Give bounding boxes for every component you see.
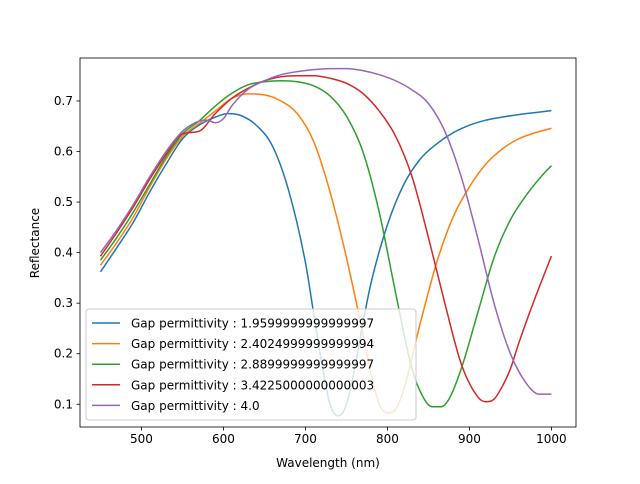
y-tick-label: 0.7 <box>54 94 73 108</box>
legend-label-5: Gap permittivity : 4.0 <box>131 399 260 413</box>
legend-label-4: Gap permittivity : 3.4225000000000003 <box>131 378 374 392</box>
legend-label-1: Gap permittivity : 1.9599999999999997 <box>131 317 374 331</box>
series-line-2 <box>99 93 552 414</box>
y-tick-label: 0.1 <box>54 397 73 411</box>
legend-label-2: Gap permittivity : 2.4024999999999994 <box>131 337 374 351</box>
x-tick-label: 1000 <box>536 432 567 446</box>
series-line-4 <box>99 74 553 403</box>
x-tick-label: 600 <box>212 432 235 446</box>
plot-frame <box>79 57 577 428</box>
x-tick-label: 800 <box>376 432 399 446</box>
y-tick-label: 0.3 <box>54 296 73 310</box>
x-axis: 500 600 700 800 900 1000 <box>130 427 567 446</box>
legend-label-3: Gap permittivity : 2.8899999999999997 <box>131 358 374 372</box>
x-tick-label: 900 <box>458 432 481 446</box>
x-axis-label: Wavelength (nm) <box>276 456 380 470</box>
x-tick-label: 700 <box>294 432 317 446</box>
y-tick-label: 0.2 <box>54 347 73 361</box>
y-tick-label: 0.5 <box>54 195 73 209</box>
series-lines <box>99 67 553 417</box>
y-axis-label: Reflectance <box>28 208 42 278</box>
y-tick-label: 0.4 <box>54 246 73 260</box>
legend-box <box>85 308 417 421</box>
legend: Gap permittivity : 1.9599999999999997 Gap… <box>85 308 417 421</box>
y-axis: 0.1 0.2 0.3 0.4 0.5 0.6 0.7 <box>54 94 80 411</box>
y-tick-label: 0.6 <box>54 145 73 159</box>
x-tick-label: 500 <box>130 432 153 446</box>
series-line-5 <box>99 67 552 395</box>
